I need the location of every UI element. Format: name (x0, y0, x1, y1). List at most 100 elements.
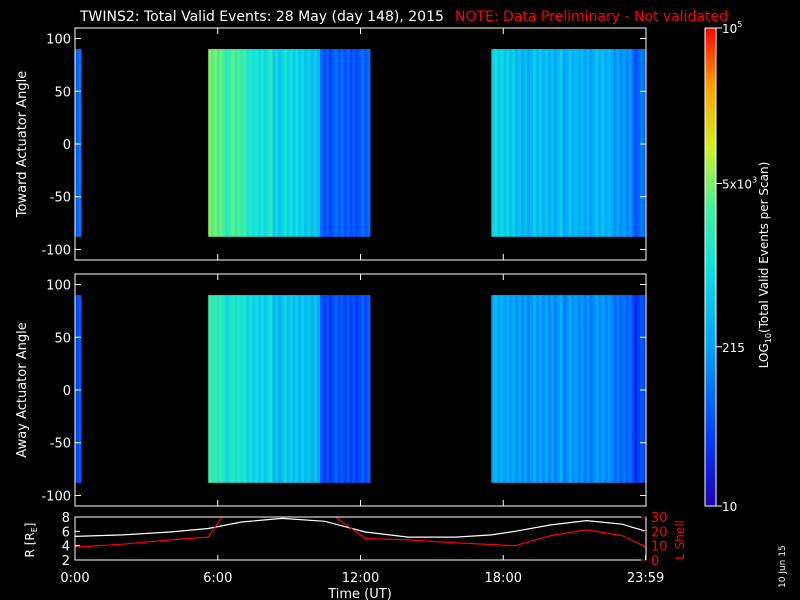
away-heatmap-cell (571, 295, 576, 483)
toward-heatmap-cell (361, 49, 365, 237)
away-heatmap-cell (240, 295, 244, 483)
toward-heatmap-cell (211, 49, 215, 237)
toward-heatmap-cell (75, 49, 79, 237)
toward-heatmap-cell (257, 49, 262, 237)
away-heatmap-cell (358, 295, 362, 483)
away-heatmap-cell (222, 295, 226, 483)
away-heatmap-cell (565, 295, 570, 483)
away-heatmap-cell (607, 295, 611, 483)
toward-heatmap-cell (222, 49, 226, 237)
away-panel: -100 -50 0 50 100 Away Actuator Angle (15, 273, 647, 507)
away-heatmap-cell (213, 295, 218, 483)
away-heatmap-cell (316, 295, 321, 483)
toward-heatmap-cell (524, 49, 528, 237)
toward-heatmap-cell (313, 49, 318, 237)
orbit-ytick-label: 4 (62, 540, 70, 555)
toward-heatmap-cell (260, 49, 265, 237)
away-heatmap-cell (512, 295, 516, 483)
away-heatmap-cell (331, 295, 336, 483)
toward-heatmap-cell (556, 49, 561, 237)
toward-heatmap-cell (625, 49, 630, 237)
chart-title: TWINS2: Total Valid Events: 28 May (day … (79, 9, 444, 25)
toward-heatmap-cell (246, 49, 250, 237)
toward-heatmap-cell (604, 49, 608, 237)
toward-heatmap-cell (628, 49, 633, 237)
away-heatmap-cell (515, 295, 519, 483)
toward-heatmap-cell (559, 49, 564, 237)
toward-heatmap-cell (343, 49, 347, 237)
away-heatmap-cell (283, 295, 288, 483)
toward-heatmap-cell (571, 49, 576, 237)
away-heatmap-cell (289, 295, 293, 483)
toward-heatmap-cell (631, 49, 635, 237)
away-heatmap-cell (586, 295, 590, 483)
away-heatmap-cell (355, 295, 359, 483)
toward-heatmap-cell (613, 49, 617, 237)
toward-heatmap-cell (515, 49, 519, 237)
toward-heatmap (75, 49, 647, 237)
away-heatmap-cell (568, 295, 573, 483)
orbit-plot-area (75, 517, 646, 560)
colorbar-label: LOG10(Total Valid Events per Scan) (757, 162, 773, 369)
lshell-series-line (75, 517, 646, 548)
away-heatmap-cell (598, 295, 602, 483)
toward-heatmap-cell (580, 49, 584, 237)
away-heatmap-cell (592, 295, 596, 483)
toward-heatmap-cell (325, 49, 330, 237)
toward-heatmap-cell (249, 49, 253, 237)
toward-heatmap-cell (208, 49, 212, 237)
toward-heatmap-cell (316, 49, 321, 237)
toward-heatmap-cell (574, 49, 578, 237)
away-heatmap-cell (497, 295, 501, 483)
toward-heatmap-cell (616, 49, 620, 237)
away-xticks (74, 274, 647, 506)
away-heatmap-cell (269, 295, 273, 483)
orbit-ylabel-main: R [R (23, 532, 37, 557)
toward-heatmap-cell (252, 49, 256, 237)
toward-heatmap-cell (509, 49, 513, 237)
away-heatmap-cell (613, 295, 617, 483)
toward-heatmap-cell (355, 49, 359, 237)
toward-heatmap-cell (491, 49, 495, 237)
toward-heatmap-cell (538, 49, 543, 237)
away-heatmap-cell (494, 295, 498, 483)
away-heatmap-cell (503, 295, 507, 483)
toward-heatmap-cell (213, 49, 218, 237)
toward-heatmap-cell (494, 49, 498, 237)
toward-ylabel: Toward Actuator Angle (15, 71, 30, 218)
away-heatmap-cell (313, 295, 318, 483)
away-ytick-label: 0 (63, 384, 71, 399)
away-heatmap-cell (562, 295, 567, 483)
toward-heatmap-cell (518, 49, 522, 237)
away-ylabel: Away Actuator Angle (15, 322, 30, 457)
toward-yticks: -100 -50 0 50 100 (41, 33, 646, 258)
toward-heatmap-cell (640, 49, 644, 237)
toward-panel: -100 -50 0 50 100 Toward Actuator Angle (15, 27, 647, 261)
away-ytick-label: -50 (50, 437, 71, 452)
toward-heatmap-cell (568, 49, 573, 237)
toward-heatmap-cell (550, 49, 555, 237)
orbit-xticks: 0:00 6:00 12:00 18:00 23:59 (60, 555, 664, 586)
toward-heatmap-cell (598, 49, 602, 237)
toward-heatmap-cell (266, 49, 270, 237)
orbit-y2tick-label: 10 (651, 540, 668, 555)
away-heatmap-cell (252, 295, 256, 483)
toward-heatmap-cell (562, 49, 567, 237)
away-heatmap-cell (610, 295, 614, 483)
away-heatmap-cell (231, 295, 235, 483)
away-heatmap-cell (295, 295, 299, 483)
away-heatmap-cell (275, 295, 279, 483)
away-heatmap-cell (518, 295, 522, 483)
toward-heatmap-cell (577, 49, 581, 237)
toward-heatmap-cell (346, 49, 350, 237)
toward-heatmap-cell (607, 49, 611, 237)
away-heatmap-cell (216, 295, 221, 483)
orbit-ylabel-end: ] (23, 523, 37, 528)
toward-heatmap-cell (553, 49, 558, 237)
toward-heatmap-cell (601, 49, 605, 237)
away-heatmap-cell (255, 295, 259, 483)
away-heatmap-cell (506, 295, 510, 483)
away-heatmap-cell (228, 295, 232, 483)
